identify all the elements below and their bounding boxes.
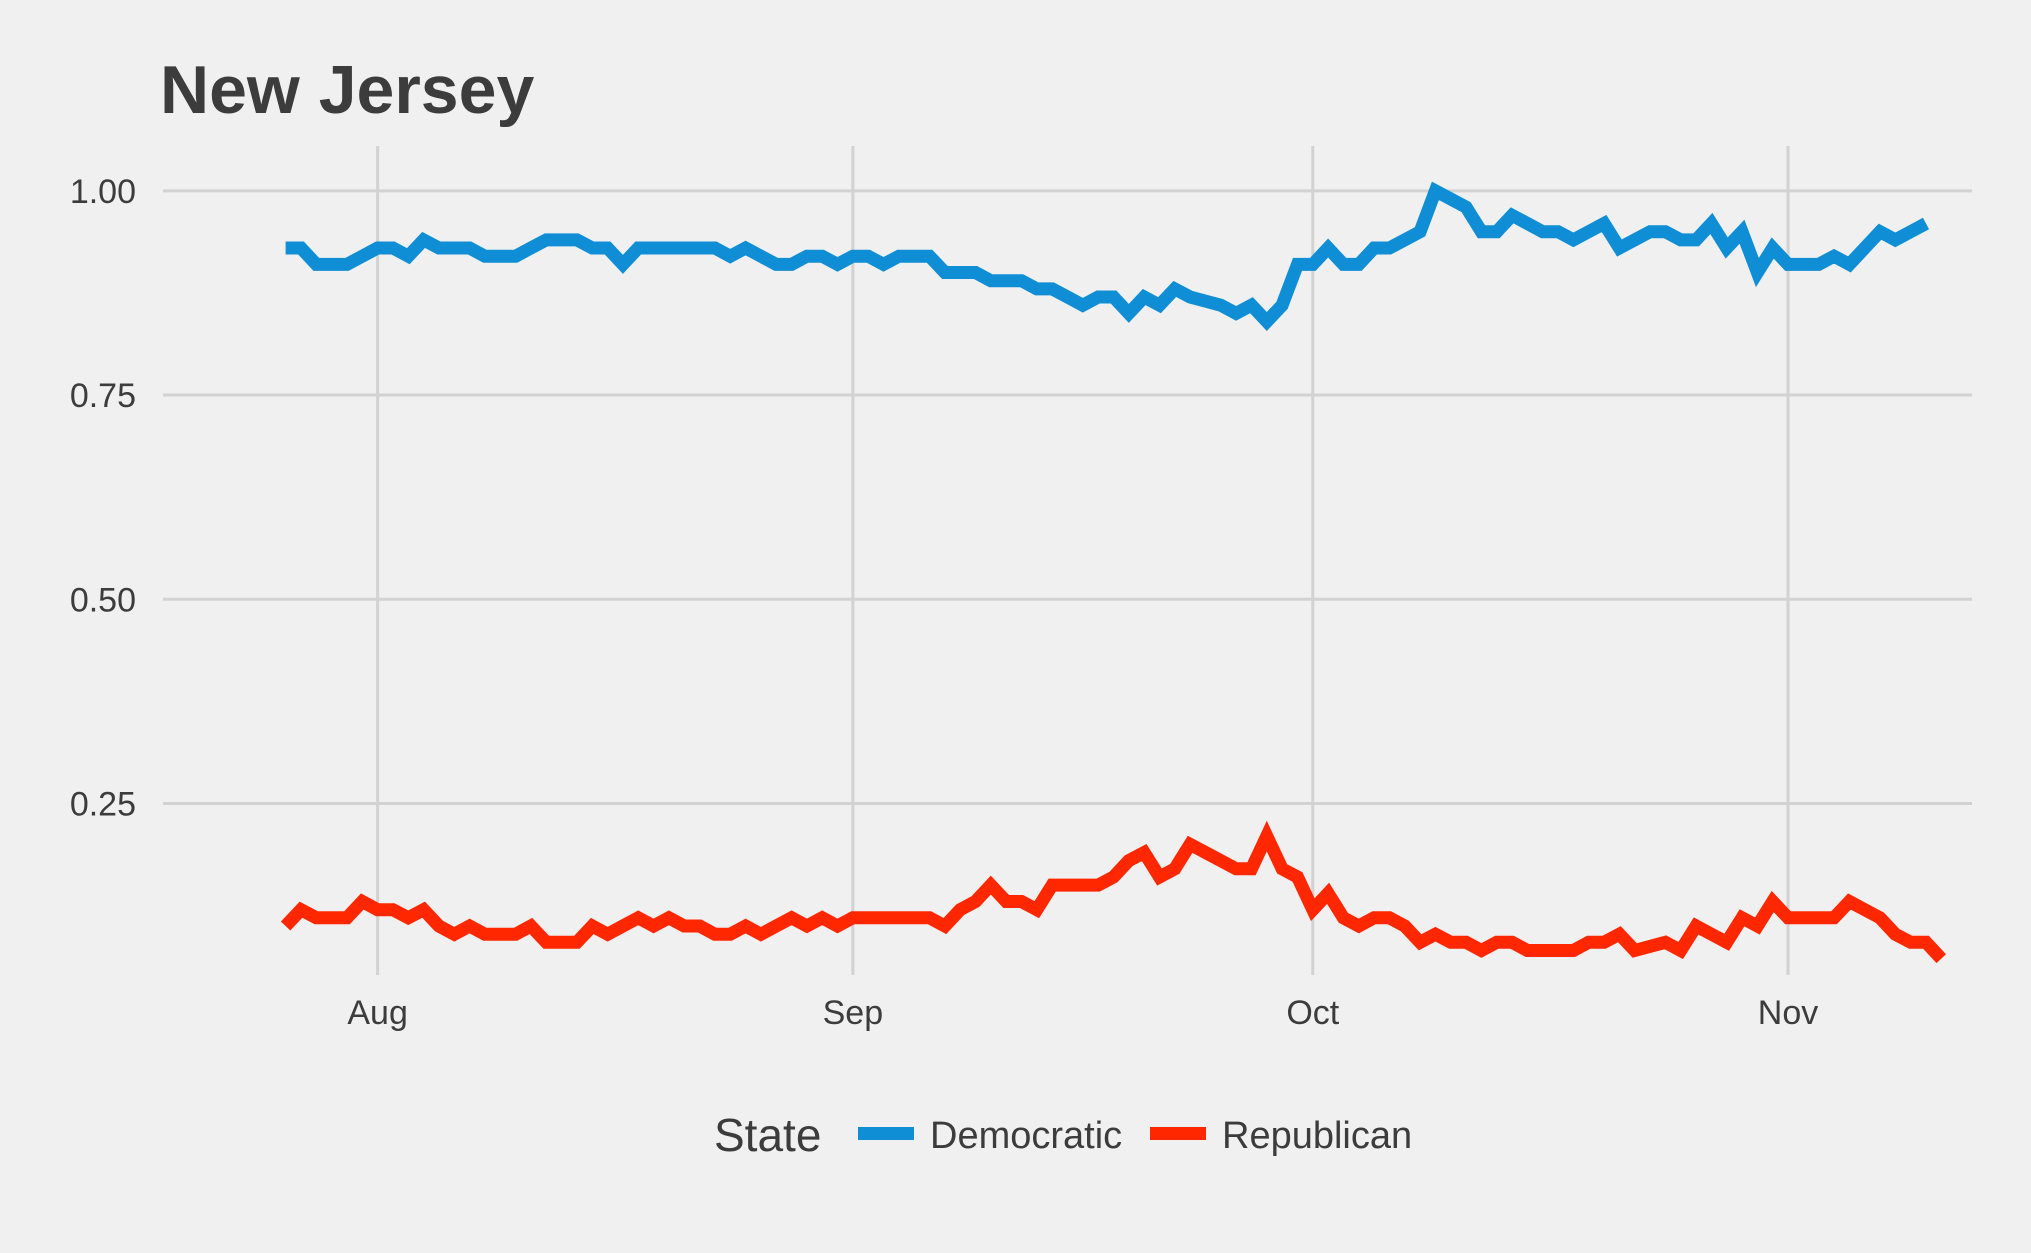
x-tick-label: Nov bbox=[1758, 994, 1818, 1032]
legend-swatch-democratic bbox=[858, 1127, 914, 1140]
legend-title: State bbox=[714, 1109, 821, 1161]
x-axis-tick-labels: Aug Sep Oct Nov bbox=[347, 994, 1818, 1032]
x-gridlines bbox=[376, 146, 1790, 975]
legend-label-democratic: Democratic bbox=[930, 1115, 1122, 1157]
x-tick-label: Aug bbox=[347, 994, 408, 1032]
x-tick-label: Oct bbox=[1286, 994, 1339, 1032]
y-gridlines bbox=[163, 189, 1972, 805]
series-line-republican bbox=[280, 820, 1947, 964]
chart-title: New Jersey bbox=[160, 52, 534, 128]
x-tick-label: Sep bbox=[823, 994, 884, 1032]
legend: State Democratic Republican bbox=[714, 1109, 1412, 1161]
y-tick-label: 0.25 bbox=[70, 785, 136, 823]
legend-label-republican: Republican bbox=[1222, 1115, 1412, 1157]
y-tick-label: 0.75 bbox=[70, 377, 136, 415]
series-lines bbox=[280, 181, 1947, 964]
y-tick-label: 1.00 bbox=[70, 173, 136, 211]
y-tick-label: 0.50 bbox=[70, 581, 136, 619]
series-line-democratic bbox=[285, 181, 1930, 331]
legend-swatch-republican bbox=[1150, 1127, 1206, 1140]
y-axis-tick-labels: 0.25 0.50 0.75 1.00 bbox=[70, 173, 136, 824]
